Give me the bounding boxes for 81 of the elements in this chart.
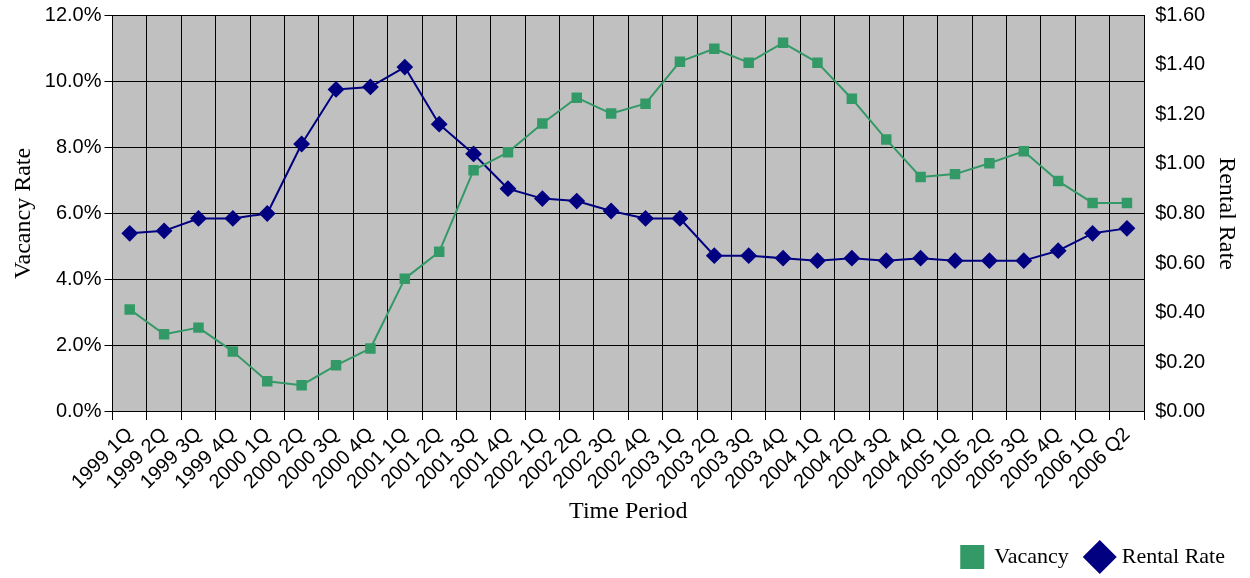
- y2-axis-title: Rental Rate: [1215, 157, 1242, 270]
- point: [568, 193, 585, 210]
- point: [124, 304, 135, 315]
- point: [1118, 220, 1135, 237]
- point: [431, 116, 448, 133]
- point: [706, 247, 723, 264]
- point: [330, 360, 342, 371]
- point: [740, 247, 757, 264]
- y2-tick-label: $0.00: [1155, 399, 1206, 422]
- point: [362, 78, 379, 95]
- point: [1050, 242, 1067, 259]
- point: [227, 346, 239, 357]
- point: [671, 210, 688, 227]
- point: [1121, 197, 1133, 209]
- point: [603, 203, 620, 220]
- point: [949, 168, 961, 180]
- point: [328, 81, 345, 98]
- point: [1015, 252, 1032, 269]
- point: [259, 205, 276, 222]
- point: [396, 59, 413, 76]
- y-tick-label: 4.0%: [55, 267, 102, 290]
- point: [743, 57, 754, 68]
- point: [709, 43, 720, 54]
- legend-label: Vacancy: [994, 542, 1069, 568]
- point: [433, 246, 445, 258]
- point: [293, 136, 310, 153]
- point: [878, 252, 895, 269]
- point: [571, 92, 582, 103]
- y2-tick-label: $1.20: [1155, 101, 1206, 124]
- point: [984, 157, 995, 169]
- point: [812, 57, 823, 68]
- point: [674, 56, 686, 67]
- point: [915, 171, 926, 183]
- y2-tick-label: $1.00: [1155, 151, 1206, 174]
- point: [158, 328, 170, 340]
- x-axis-title: Time Period: [569, 496, 688, 523]
- y2-tick-label: $0.40: [1155, 300, 1206, 323]
- y-tick-label: 0.0%: [55, 399, 102, 422]
- point: [468, 164, 479, 176]
- point: [881, 134, 892, 145]
- point: [399, 273, 411, 284]
- point: [365, 343, 376, 354]
- legend-label: Rental Rate: [1121, 542, 1226, 568]
- y-tick-label: 6.0%: [55, 201, 102, 223]
- point: [912, 250, 929, 267]
- point: [981, 252, 998, 269]
- point: [1084, 225, 1101, 242]
- y2-tick-label: $0.60: [1155, 250, 1206, 273]
- point: [605, 108, 617, 119]
- point: [296, 379, 307, 391]
- y-tick-label: 10.0%: [44, 68, 102, 91]
- point: [121, 225, 138, 242]
- point: [262, 375, 273, 387]
- point: [193, 322, 204, 333]
- point: [502, 147, 514, 158]
- y-tick-label: 2.0%: [55, 333, 102, 356]
- y-axis-title: Vacancy Rate: [8, 147, 35, 280]
- y2-tick-label: $0.20: [1155, 349, 1206, 372]
- y-tick-label: 8.0%: [55, 134, 102, 157]
- y-tick-label: 12.0%: [44, 2, 102, 25]
- point: [1087, 197, 1098, 209]
- point: [1052, 175, 1064, 187]
- point: [777, 37, 789, 49]
- point: [537, 118, 548, 129]
- point: [947, 252, 964, 269]
- point: [846, 93, 858, 104]
- point: [499, 180, 516, 197]
- point: [843, 250, 860, 267]
- point: [1018, 146, 1030, 157]
- y2-tick-label: $1.60: [1155, 2, 1206, 25]
- point: [775, 250, 792, 267]
- point: [224, 210, 241, 227]
- y2-tick-label: $1.40: [1155, 52, 1206, 75]
- point: [465, 145, 482, 162]
- point: [156, 222, 173, 239]
- y2-tick-label: $0.80: [1155, 201, 1206, 223]
- point: [534, 190, 551, 207]
- point: [809, 252, 826, 269]
- point: [190, 210, 207, 227]
- point: [637, 210, 654, 227]
- point: [640, 98, 651, 109]
